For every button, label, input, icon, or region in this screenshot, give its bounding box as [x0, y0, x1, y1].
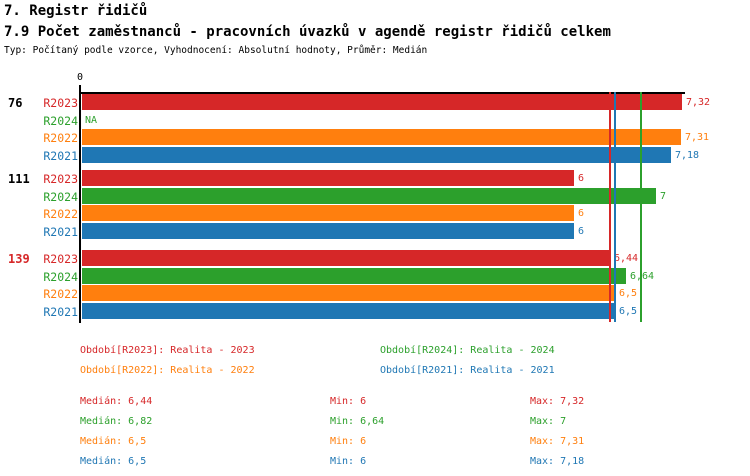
stat-min-r2024: Min: 6,64: [330, 416, 385, 427]
bar: [82, 285, 615, 301]
bar-value-label: 7,31: [685, 132, 710, 143]
y-axis-line: [79, 85, 81, 323]
bar: [82, 94, 682, 110]
bar-row-label: R2021: [43, 225, 78, 239]
bar-row-label: R2022: [43, 207, 78, 221]
bar-row-label: R2024: [43, 114, 78, 128]
legend-item-r2022: Období[R2022]: Realita - 2022: [80, 365, 255, 376]
bar-row-label: R2023: [43, 252, 78, 266]
plot-top-border: [79, 92, 685, 94]
bar: [82, 170, 574, 186]
bar-value-label: 6,5: [619, 288, 638, 299]
bar: [82, 188, 656, 204]
bar-value-label: 7,18: [675, 150, 700, 161]
stat-min-r2023: Min: 6: [330, 396, 367, 407]
bar-row-label: R2021: [43, 305, 78, 319]
bar: [82, 147, 671, 163]
stat-max-r2023: Max: 7,32: [530, 396, 585, 407]
stat-median-r2023: Medián: 6,44: [80, 396, 153, 407]
bar-row-label: R2023: [43, 172, 78, 186]
bar-value-label-na: NA: [85, 115, 98, 126]
bar: [82, 129, 681, 145]
bar-value-label: 7,32: [686, 97, 711, 108]
median-line-r2021: [614, 92, 616, 322]
group-label: 111: [8, 172, 30, 186]
legend-item-r2021: Období[R2021]: Realita - 2021: [380, 365, 555, 376]
chart-meta-line: Typ: Počítaný podle vzorce, Vyhodnocení:…: [4, 45, 428, 56]
stat-max-r2024: Max: 7: [530, 416, 567, 427]
bar-value-label: 6,44: [614, 253, 639, 264]
bar-value-label: 6: [578, 226, 585, 237]
bar: [82, 303, 615, 319]
bar-value-label: 6: [578, 208, 585, 219]
chart-subtitle: 7.9 Počet zaměstnanců - pracovních úvazk…: [4, 24, 611, 40]
bar-row-label: R2022: [43, 131, 78, 145]
legend-item-r2023: Období[R2023]: Realita - 2023: [80, 345, 255, 356]
bar-row-label: R2024: [43, 190, 78, 204]
bar: [82, 250, 610, 266]
group-label: 76: [8, 96, 23, 110]
stat-max-r2022: Max: 7,31: [530, 436, 585, 447]
stat-max-r2021: Max: 7,18: [530, 456, 585, 467]
bar-value-label: 7: [660, 191, 667, 202]
bar-row-label: R2022: [43, 287, 78, 301]
stat-median-r2022: Medián: 6,5: [80, 436, 147, 447]
x-axis-zero-label: 0: [77, 72, 84, 83]
median-line-r2023: [609, 92, 611, 322]
bar-row-label: R2023: [43, 96, 78, 110]
median-line-r2024: [640, 92, 642, 322]
stat-median-r2024: Medián: 6,82: [80, 416, 153, 427]
bar-value-label: 6,64: [630, 271, 655, 282]
stat-min-r2021: Min: 6: [330, 456, 367, 467]
bar: [82, 205, 574, 221]
stat-median-r2021: Medián: 6,5: [80, 456, 147, 467]
bar-row-label: R2021: [43, 149, 78, 163]
bar: [82, 223, 574, 239]
bar: [82, 268, 626, 284]
page-title: 7. Registr řidičů: [4, 3, 148, 19]
bar-value-label: 6,5: [619, 306, 638, 317]
bar-value-label: 6: [578, 173, 585, 184]
bar-row-label: R2024: [43, 270, 78, 284]
legend-item-r2024: Období[R2024]: Realita - 2024: [380, 345, 555, 356]
group-label: 139: [8, 252, 30, 266]
stat-min-r2022: Min: 6: [330, 436, 367, 447]
